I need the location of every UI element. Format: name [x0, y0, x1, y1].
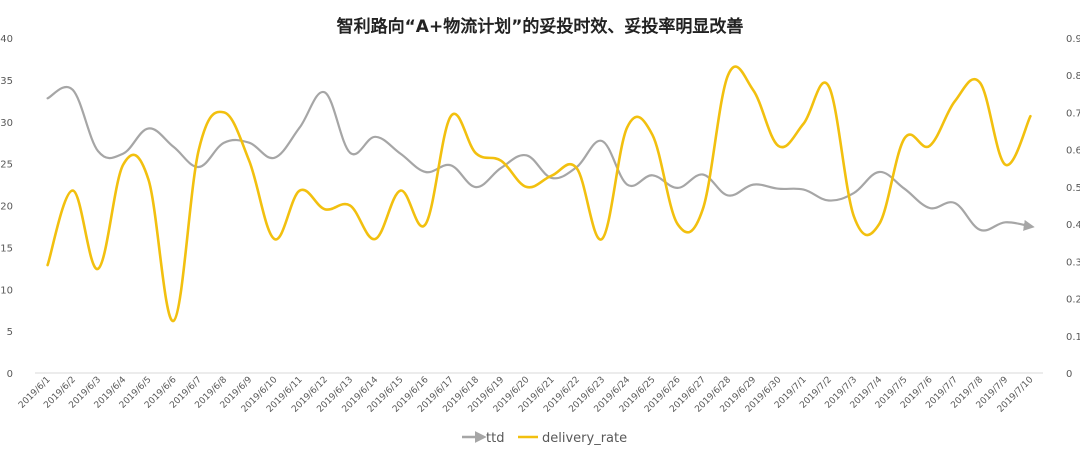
y-left-tick-label: 35 [0, 76, 13, 87]
legend-label-ttd: ttd [486, 431, 504, 446]
y-right-tick-label: 0.8 [1066, 71, 1080, 82]
y-left-tick-label: 5 [7, 327, 13, 338]
y-left-tick-label: 20 [0, 202, 13, 213]
series-line-ttd [46, 85, 1035, 232]
y-left-tick-label: 15 [0, 243, 13, 254]
y-right-tick-label: 0.9 [1066, 34, 1080, 45]
y-right-tick-label: 0.1 [1066, 332, 1080, 343]
y-left-tick-label: 10 [0, 285, 13, 296]
series-line-delivery-rate [46, 65, 1032, 323]
y-right-tick-label: 0.6 [1066, 146, 1080, 157]
y-left-tick-label: 25 [0, 160, 13, 171]
y-left-tick-label: 30 [0, 118, 13, 129]
chart-title: 智利路向“A+物流计划”的妥投时效、妥投率明显改善 [336, 17, 744, 37]
y-right-tick-label: 0.7 [1066, 108, 1080, 119]
y-left-tick-label: 0 [7, 369, 13, 380]
y-left-tick-label: 40 [0, 34, 13, 45]
y-right-tick-label: 0.2 [1066, 295, 1080, 306]
y-right-tick-label: 0 [1066, 369, 1072, 380]
legend-label-delivery-rate: delivery_rate [542, 431, 627, 446]
y-right-tick-label: 0.3 [1066, 257, 1080, 268]
y-right-tick-label: 0.4 [1066, 220, 1080, 231]
y-right-tick-label: 0.5 [1066, 183, 1080, 194]
